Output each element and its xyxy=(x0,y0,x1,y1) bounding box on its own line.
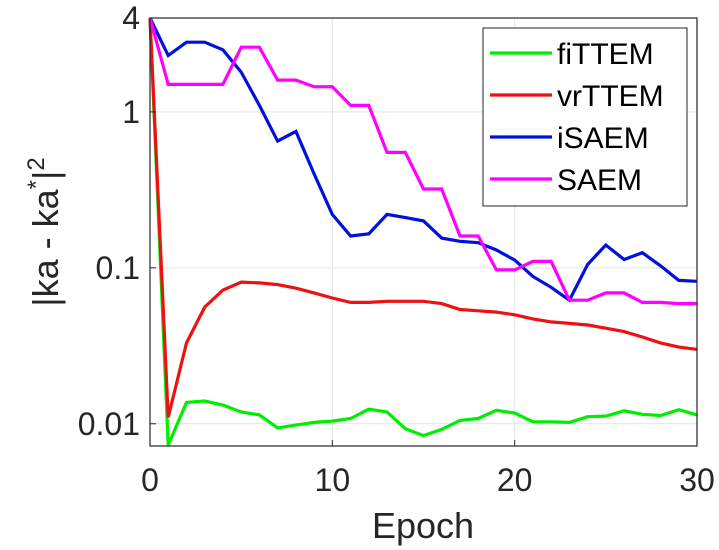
y-axis-title-sup1: * xyxy=(23,180,50,189)
x-tick-label: 10 xyxy=(315,462,351,498)
series-line-vrTTEM xyxy=(148,17,698,418)
series-lines xyxy=(148,17,698,446)
legend-label-SAEM: SAEM xyxy=(557,164,642,197)
x-tick-label: 0 xyxy=(141,462,159,498)
series-line-SAEM xyxy=(148,17,697,306)
y-tick-label: 0.01 xyxy=(78,406,140,442)
x-axis-title: Epoch xyxy=(372,505,474,546)
legend: fiTTEM vrTTEM iSAEM SAEM xyxy=(482,27,688,207)
legend-label-iSAEM: iSAEM xyxy=(557,122,649,155)
legend-label-vrTTEM: vrTTEM xyxy=(557,80,664,113)
y-tick-label: 0.1 xyxy=(96,250,140,286)
series-line-iSAEM xyxy=(148,17,698,303)
y-tick-labels: 0.01 0.1 1 4 xyxy=(78,0,140,442)
series-line-fiTTEM xyxy=(148,17,698,446)
plot-frame xyxy=(149,17,698,447)
x-tick-label: 30 xyxy=(679,462,715,498)
y-axis-title-close: | xyxy=(25,171,66,180)
y-axis-title-base: |ka - ka xyxy=(25,188,66,306)
legend-label-fiTTEM: fiTTEM xyxy=(557,38,654,71)
y-tick-label: 4 xyxy=(122,0,140,36)
y-tick-label: 1 xyxy=(122,94,140,130)
y-axis-title: |ka - ka*|2 xyxy=(23,157,66,306)
x-tick-labels: 0 10 20 30 xyxy=(141,462,715,498)
y-axis-title-sup2: 2 xyxy=(23,157,50,170)
x-tick-label: 20 xyxy=(497,462,533,498)
axis-ticks xyxy=(149,17,698,446)
legend-box xyxy=(482,27,688,207)
